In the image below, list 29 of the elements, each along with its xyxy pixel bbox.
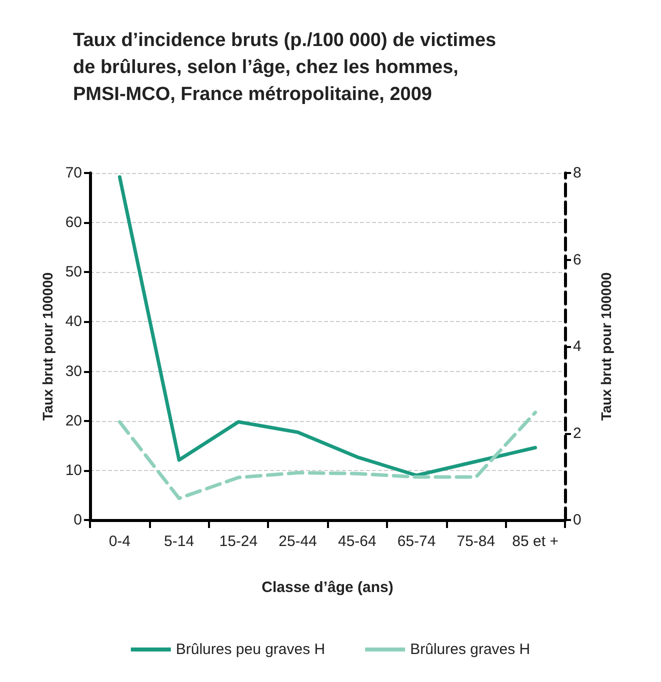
y-tick-label: 60 bbox=[65, 214, 82, 232]
x-tick-label: 85 et + bbox=[512, 533, 559, 550]
y2-tick-label: 6 bbox=[573, 251, 582, 268]
y2-tick-label: 4 bbox=[573, 338, 582, 355]
chart-title: Taux d’incidence bruts (p./100 000) de victimes de brûlures, selon l’âge, chez les hommes, PMSI-MCO, France métropolitaine, 2009 bbox=[73, 30, 496, 105]
y-tick-label: 30 bbox=[65, 362, 82, 380]
y-tick-label: 20 bbox=[65, 412, 82, 430]
x-tick-label: 65-74 bbox=[397, 533, 436, 550]
x-axis-title: Classe d’âge (ans) bbox=[262, 579, 394, 596]
line-series bbox=[118, 175, 538, 478]
legend-label: Brûlures peu graves H bbox=[176, 641, 326, 658]
y-tick-label: 10 bbox=[65, 462, 82, 479]
y-tick-label: 0 bbox=[74, 512, 82, 528]
x-tick-label: 0-4 bbox=[108, 533, 131, 550]
y2-tick-label: 8 bbox=[573, 164, 582, 182]
line-series bbox=[118, 410, 538, 500]
y-tick-label: 70 bbox=[65, 164, 82, 182]
x-tick-label: 15-24 bbox=[219, 533, 258, 550]
y2-axis-title: Taux brut pour 100000 bbox=[598, 272, 614, 421]
legend-label: Brûlures graves H bbox=[410, 641, 530, 658]
y2-tick-label: 2 bbox=[573, 424, 582, 442]
y-tick-label: 40 bbox=[65, 313, 82, 330]
x-tick-label: 75-84 bbox=[456, 533, 496, 550]
y-axis-title: Taux brut pour 100000 bbox=[39, 272, 56, 421]
y-tick-label: 50 bbox=[65, 264, 82, 281]
y2-tick-label: 0 bbox=[573, 512, 582, 528]
x-tick-label: 5-14 bbox=[164, 533, 194, 550]
x-tick-label: 25-44 bbox=[278, 533, 317, 550]
x-tick-label: 45-64 bbox=[338, 533, 376, 550]
